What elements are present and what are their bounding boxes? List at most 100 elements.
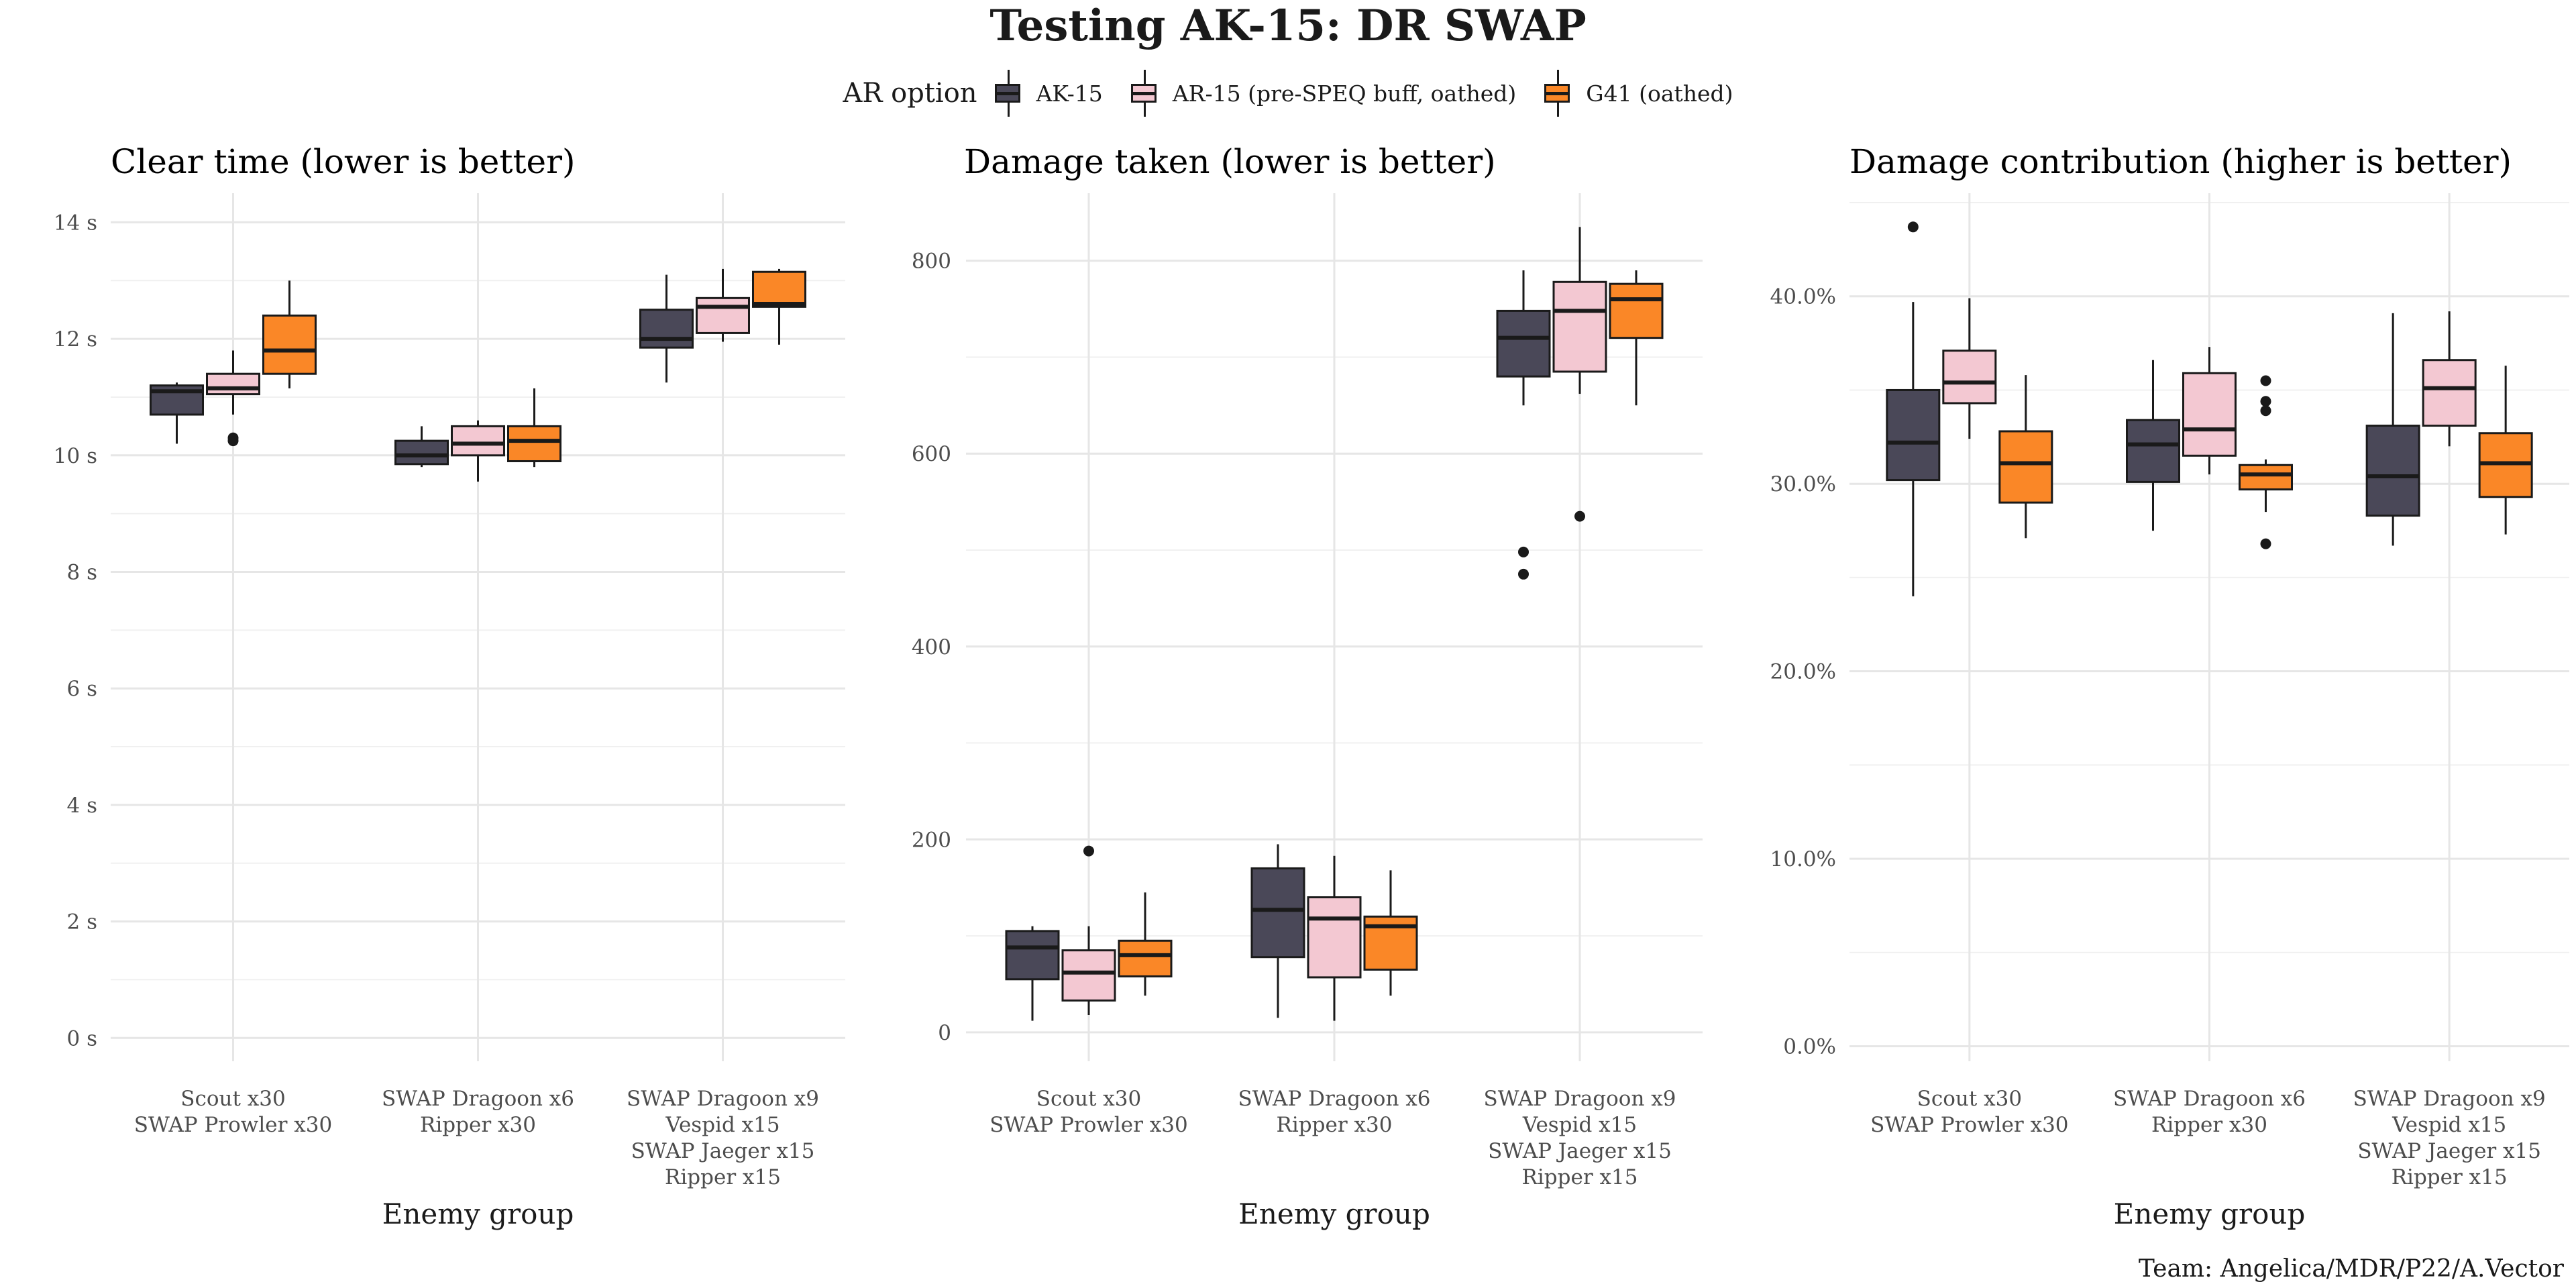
y-tick-label: 4 s [67, 794, 98, 818]
chart-title: Testing AK-15: DR SWAP [989, 1, 1587, 51]
box-iqr [2182, 372, 2237, 457]
box-3-2 [1363, 870, 1418, 996]
box-2-2 [1307, 855, 1362, 1021]
legend-label: AR-15 (pre-SPEQ buff, oathed) [1172, 80, 1517, 107]
y-tick-label: 0.0% [1783, 1035, 1836, 1059]
y-tick-label: 10 s [54, 444, 97, 468]
x-tick-label: SWAP Dragoon x9 Vespid x15 SWAP Jaeger x15… [1483, 1087, 1676, 1189]
box-1-1 [150, 382, 204, 444]
box-1-2 [394, 426, 449, 468]
panel-title: Damage contribution (higher is better) [1849, 142, 2512, 181]
legend: AR option AK-15 AR-15 (pre-SPEQ buff, oa… [0, 70, 2576, 117]
panel-2: Damage taken (lower is better) 0 200 400 600… [912, 142, 1703, 1230]
box-iqr [451, 425, 505, 457]
legend-title: AR option [843, 78, 977, 109]
box-3-2 [2239, 375, 2293, 549]
box-iqr [1552, 280, 1607, 373]
outlier-point [1518, 546, 1529, 557]
box-iqr [1886, 388, 1941, 482]
outlier-point [1083, 845, 1094, 857]
box-2-1 [1061, 845, 1116, 1015]
x-tick-label: Scout x30 SWAP Prowler x30 [134, 1087, 332, 1137]
box-2-1 [1942, 298, 1997, 439]
x-tick-label: Scout x30 SWAP Prowler x30 [989, 1087, 1187, 1137]
box-iqr [2365, 425, 2420, 517]
legend-label: G41 (oathed) [1586, 80, 1733, 107]
legend-key-g41 [1539, 70, 1576, 117]
box-iqr [752, 270, 806, 308]
legend-key-ar15 [1126, 70, 1163, 117]
box-1-3 [1496, 270, 1551, 580]
legend-key-ak15 [989, 70, 1027, 117]
x-axis-title: Enemy group [1238, 1197, 1430, 1230]
panel-title: Damage taken (lower is better) [964, 142, 1496, 181]
box-iqr [394, 439, 449, 466]
outlier-point [2260, 538, 2271, 549]
x-tick-label: SWAP Dragoon x6 Ripper x30 [382, 1087, 574, 1137]
box-3-2 [507, 388, 561, 468]
y-tick-label: 600 [912, 442, 951, 466]
box-2-2 [451, 420, 505, 482]
y-tick-label: 0 [938, 1021, 951, 1045]
y-tick-label: 20.0% [1770, 660, 1836, 684]
box-1-1 [1005, 926, 1060, 1021]
box-2-1 [206, 350, 260, 447]
outlier-point [2260, 375, 2271, 386]
box-2-3 [2422, 311, 2477, 447]
box-1-2 [1250, 844, 1305, 1018]
box-iqr [2126, 419, 2180, 483]
box-iqr [1998, 430, 2053, 504]
y-tick-label: 400 [912, 635, 951, 659]
box-3-3 [2478, 366, 2533, 535]
box-iqr [696, 297, 750, 334]
box-1-3 [2365, 313, 2420, 546]
box-iqr [2422, 359, 2477, 427]
box-1-3 [639, 274, 694, 383]
y-tick-label: 0 s [67, 1026, 98, 1051]
box-3-1 [262, 280, 317, 388]
y-tick-label: 800 [912, 250, 951, 274]
box-3-1 [1118, 892, 1173, 996]
box-3-1 [1998, 375, 2053, 539]
box-2-3 [696, 268, 750, 342]
panel-1: Clear time (lower is better) 0 s 2 s 4 s 6 s… [54, 142, 845, 1230]
box-iqr [639, 309, 694, 349]
y-tick-label: 8 s [67, 560, 98, 584]
legend-item-ar15: AR-15 (pre-SPEQ buff, oathed) [1126, 70, 1517, 117]
outlier-point [2260, 405, 2271, 417]
box-1-1 [1886, 221, 1941, 596]
credit-caption: Team: Angelica/MDR/P22/A.Vector [2138, 1255, 2564, 1283]
panel-title: Clear time (lower is better) [111, 142, 576, 181]
x-tick-label: SWAP Dragoon x9 Vespid x15 SWAP Jaeger x15… [627, 1087, 819, 1189]
x-axis-title: Enemy group [382, 1197, 574, 1230]
box-iqr [1609, 282, 1664, 339]
box-3-3 [1609, 270, 1664, 406]
legend-label: AK-15 [1036, 80, 1103, 107]
outlier-point [1907, 221, 1919, 233]
x-tick-label: SWAP Dragoon x9 Vespid x15 SWAP Jaeger x15… [2353, 1087, 2546, 1189]
box-iqr [1307, 896, 1362, 979]
y-tick-label: 6 s [67, 677, 98, 701]
y-tick-label: 10.0% [1770, 847, 1836, 871]
legend-item-ak15: AK-15 [989, 70, 1103, 117]
box-iqr [2239, 464, 2293, 491]
y-tick-label: 12 s [54, 327, 97, 352]
x-tick-label: SWAP Dragoon x6 Ripper x30 [2113, 1087, 2306, 1137]
box-iqr [507, 425, 561, 462]
box-1-2 [2126, 360, 2180, 531]
box-3-3 [752, 268, 806, 345]
box-iqr [1942, 350, 1997, 405]
outlier-point [1518, 568, 1529, 580]
y-tick-label: 14 s [54, 211, 97, 235]
box-iqr [206, 372, 260, 396]
x-tick-label: SWAP Dragoon x6 Ripper x30 [1238, 1087, 1430, 1137]
y-tick-label: 200 [912, 828, 951, 852]
box-2-2 [2182, 347, 2237, 475]
x-axis-title: Enemy group [2114, 1197, 2306, 1230]
y-tick-label: 40.0% [1770, 285, 1836, 309]
outlier-point [227, 432, 239, 443]
box-iqr [1118, 939, 1173, 977]
box-iqr [262, 314, 317, 375]
legend-item-g41: G41 (oathed) [1539, 70, 1733, 117]
box-iqr [1496, 309, 1551, 378]
